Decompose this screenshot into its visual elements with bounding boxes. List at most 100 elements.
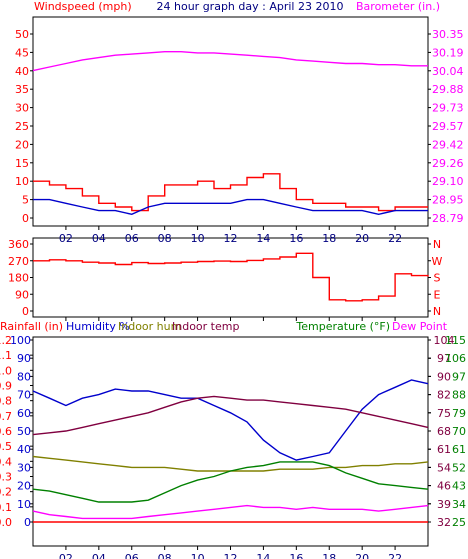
humidity-axis-tick-label: 0	[24, 516, 31, 529]
direction-axis-tick-label: 270	[8, 255, 29, 268]
temp-axis-a-tick-label: 104	[434, 334, 455, 347]
wind-axis-tick-label: 5	[22, 194, 29, 207]
compass-axis-tick-label: N	[433, 305, 441, 318]
indoor-temp-line	[32, 395, 429, 436]
temp-axis-b-tick-label: 115	[445, 334, 466, 347]
temp-axis-b-tick-label: 97	[452, 370, 466, 383]
dew-point-label: Dew Point	[392, 320, 448, 333]
wind-avg-line	[33, 198, 428, 216]
humidity-axis-tick-label: 20	[17, 480, 31, 493]
rain-axis-tick-label: 0.6	[0, 425, 12, 438]
direction-line	[33, 252, 429, 302]
humidity-axis-tick-label: 70	[17, 389, 31, 402]
temp-axis-a-tick-label: 90	[437, 370, 451, 383]
temp-axis-b-tick-label: 43	[452, 480, 466, 493]
temp-axis-b-tick-label: 34	[452, 498, 466, 511]
temperature-label: Temperature (°F)	[295, 320, 390, 333]
temp-axis-a-tick-label: 75	[437, 407, 451, 420]
rain-axis-tick-label: 1.0	[0, 364, 12, 377]
rain-axis-tick-label: 0.0	[0, 516, 12, 529]
compass-axis-tick-label: S	[434, 272, 441, 285]
x-tick-label: 16	[289, 552, 303, 559]
panel-wind-frame	[32, 16, 429, 227]
x-tick-label: 06	[125, 552, 139, 559]
x-tick-label: 22	[388, 232, 402, 245]
humidity-axis-tick-label: 90	[17, 352, 31, 365]
temp-axis-a-tick-label: 54	[437, 461, 451, 474]
direction-axis-tick-label: 90	[15, 288, 29, 301]
wind-axis-tick-label: 25	[15, 120, 29, 133]
indoor-hum-line	[32, 455, 429, 472]
wind-axis-tick-label: 45	[15, 46, 29, 59]
compass-axis-tick-label: W	[432, 255, 443, 268]
barometer-axis-tick-label: 29.10	[432, 175, 464, 188]
humidity-axis-tick-label: 60	[17, 407, 31, 420]
x-tick-label: 18	[322, 232, 336, 245]
x-tick-label: 04	[92, 232, 106, 245]
rain-axis-tick-label: 0.9	[0, 380, 12, 393]
barometer-axis-tick-label: 29.42	[432, 138, 464, 151]
x-tick-label: 22	[388, 552, 402, 559]
rain-axis-tick-label: 0.8	[0, 395, 12, 408]
x-tick-label: 20	[355, 232, 369, 245]
temp-axis-b-tick-label: 61	[452, 443, 466, 456]
x-tick-label: 06	[125, 232, 139, 245]
compass-axis-tick-label: N	[433, 238, 441, 251]
x-tick-label: 10	[191, 232, 205, 245]
x-tick-label: 12	[224, 552, 238, 559]
temp-axis-b-tick-label: 106	[445, 352, 466, 365]
humidity-line	[32, 379, 429, 461]
humidity-axis-tick-label: 50	[17, 425, 31, 438]
barometer-axis-tick-label: 29.88	[432, 83, 464, 96]
barometer-axis-tick-label: 28.79	[432, 212, 464, 225]
humidity-axis-tick-label: 80	[17, 370, 31, 383]
temp-axis-b-tick-label: 70	[452, 425, 466, 438]
rain-axis-tick-label: 1.1	[0, 349, 12, 362]
x-tick-label: 04	[92, 552, 106, 559]
x-tick-label: 18	[322, 552, 336, 559]
wind-axis-tick-label: 40	[15, 65, 29, 78]
humidity-axis-tick-label: 10	[17, 498, 31, 511]
barometer-axis-tick-label: 30.19	[432, 46, 464, 59]
temp-axis-a-tick-label: 46	[437, 480, 451, 493]
x-tick-label: 14	[256, 552, 270, 559]
wind-axis-tick-label: 50	[15, 28, 29, 41]
humidity-label: Humidity %	[66, 320, 130, 333]
temperature-line	[32, 461, 429, 503]
temp-axis-b-tick-label: 52	[452, 461, 466, 474]
barometer-line	[32, 51, 428, 72]
x-tick-label: 02	[59, 232, 73, 245]
temp-axis-b-tick-label: 79	[452, 407, 466, 420]
temp-axis-a-tick-label: 32	[437, 516, 451, 529]
indoor-temp-label: Indoor temp	[172, 320, 239, 333]
wind-axis-tick-label: 15	[15, 157, 29, 170]
temp-axis-a-tick-label: 39	[437, 498, 451, 511]
rain-axis-tick-label: 0.2	[0, 486, 12, 499]
x-tick-label: 02	[59, 552, 73, 559]
x-tick-label: 16	[289, 232, 303, 245]
barometer-axis-tick-label: 29.73	[432, 102, 464, 115]
temp-axis-a-tick-label: 61	[437, 443, 451, 456]
x-tick-label: 08	[158, 232, 172, 245]
humidity-axis-tick-label: 100	[10, 334, 31, 347]
wind-axis-tick-label: 35	[15, 83, 29, 96]
panel-direction-frame	[32, 237, 429, 318]
temp-axis-a-tick-label: 82	[437, 389, 451, 402]
barometer-axis-tick-label: 30.04	[432, 65, 464, 78]
panel-humidity-frame	[32, 336, 429, 547]
wind-axis-tick-label: 30	[15, 102, 29, 115]
x-tick-label: 08	[158, 552, 172, 559]
x-tick-label: 12	[224, 232, 238, 245]
x-tick-label: 20	[355, 552, 369, 559]
wind-axis-tick-label: 0	[22, 212, 29, 225]
windspeed-label: Windspeed (mph)	[34, 0, 132, 13]
wind-axis-tick-label: 20	[15, 138, 29, 151]
x-tick-label: 14	[256, 232, 270, 245]
temp-axis-b-tick-label: 88	[452, 389, 466, 402]
rain-axis-tick-label: 0.3	[0, 471, 12, 484]
direction-axis-tick-label: 0	[22, 305, 29, 318]
humidity-axis-tick-label: 40	[17, 443, 31, 456]
temp-axis-b-tick-label: 25	[452, 516, 466, 529]
wind-axis-tick-label: 10	[15, 175, 29, 188]
